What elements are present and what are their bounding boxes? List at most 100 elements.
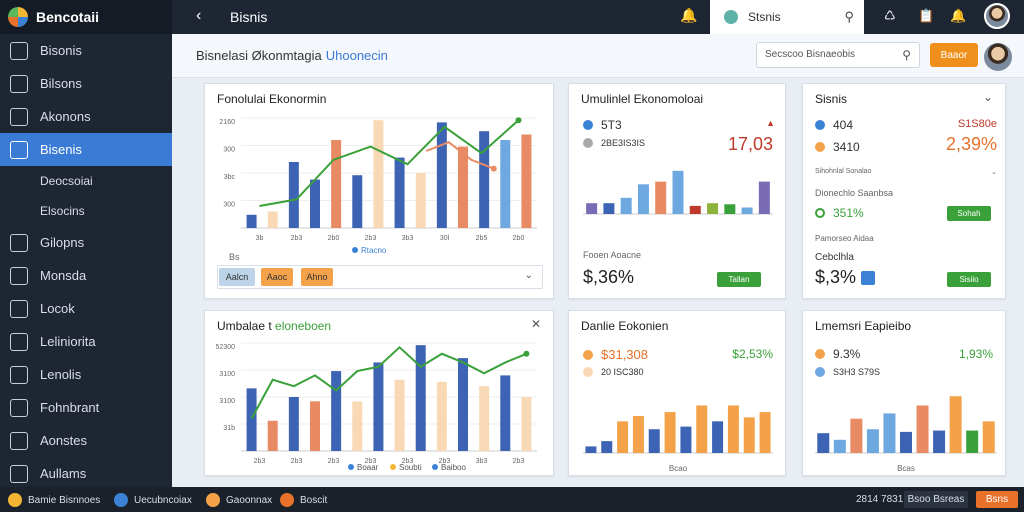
bar — [817, 433, 830, 453]
top-bar: ‹ Bisnis 🔔 Stsnis ⚲ ♺ 📋 🔔 — [172, 0, 1024, 34]
sidebar-item-12[interactable]: Fohnbrant — [0, 391, 172, 424]
card-title: Sisnis — [815, 92, 848, 106]
alert-icon[interactable]: 🔔 — [950, 8, 967, 23]
sidebar-item-1[interactable]: Bisonis — [0, 34, 172, 67]
sidebar-item-3[interactable]: Akonons — [0, 100, 172, 133]
sidebar-item-10[interactable]: Leliniorita — [0, 325, 172, 358]
y-tick-label: 300 — [223, 202, 235, 209]
x-tick-label: 2b3 — [439, 458, 451, 465]
sidebar-item-11[interactable]: Lenolis — [0, 358, 172, 391]
chevron-down-icon[interactable]: ⌄ — [982, 90, 993, 104]
filter-button-1[interactable]: Aalcn — [219, 268, 255, 286]
status-item-4[interactable]: Boscit — [280, 493, 327, 507]
search-icon[interactable]: ⚲ — [902, 48, 911, 62]
filter-button-3[interactable]: Ahno — [301, 268, 333, 286]
status-button[interactable]: Bsns — [976, 491, 1018, 508]
sidebar-item-9[interactable]: Locok — [0, 292, 172, 325]
bar — [394, 157, 405, 228]
avatar[interactable] — [984, 3, 1010, 29]
filter-button-2[interactable]: Aaoc — [261, 268, 293, 286]
status-section[interactable]: Bsoo Bsreas — [904, 491, 968, 508]
sidebar-item-8[interactable]: Monsda — [0, 259, 172, 292]
info-icon — [583, 120, 593, 130]
label-1: Sihohnlal Sonalao — [815, 168, 872, 175]
x-tick-label: 30l — [440, 235, 450, 242]
warning-icon — [815, 142, 825, 152]
bar — [727, 405, 739, 453]
bar — [288, 397, 299, 451]
sidebar-item-2[interactable]: Bilsons — [0, 67, 172, 100]
crown-icon — [815, 349, 825, 359]
sidebar-item-7[interactable]: Gilopns — [0, 226, 172, 259]
sidebar-item-4[interactable]: Bisenis — [0, 133, 172, 166]
share-icon[interactable]: ♺ — [884, 8, 896, 23]
close-icon[interactable]: ✕ — [530, 317, 541, 331]
legend-label: Bcao — [669, 464, 688, 473]
x-tick-label: 3b3 — [402, 235, 414, 242]
card-kpi-bars: Umulinlel Ekonomoloai 5T3 2BE3IS3IS ▲ 17… — [568, 83, 786, 299]
primary-button[interactable]: Baaor — [930, 43, 978, 67]
bar — [655, 181, 667, 214]
bar — [331, 371, 342, 451]
sidebar-item-13[interactable]: Aonstes — [0, 424, 172, 457]
bar-line-chart: 52300 3100 3100 31b 2b3 2b3 2b3 2b3 2b3 2b3 3b3 2b3… — [216, 342, 537, 472]
bar — [288, 162, 299, 228]
image-icon — [10, 233, 28, 252]
user-avatar[interactable] — [984, 43, 1012, 71]
tab-label: Stsnis — [748, 10, 781, 24]
notification-icon[interactable]: 🔔 — [680, 7, 698, 23]
search-icon[interactable]: ⚲ — [844, 9, 854, 24]
tab-active[interactable]: Stsnis ⚲ — [710, 0, 864, 34]
dropdown-chevron-icon[interactable]: ⌄ — [524, 270, 533, 281]
logo-icon — [8, 7, 28, 27]
legend-marker — [390, 464, 396, 470]
bar — [479, 131, 490, 228]
circle-icon — [583, 367, 593, 377]
series-line-green-point — [515, 117, 522, 124]
status-item-2[interactable]: Uecubncoiax — [114, 493, 192, 507]
action-button[interactable]: Tallan — [717, 272, 761, 287]
kpi-1: $31,308 — [583, 347, 648, 362]
card-title: Fonolulai Ekonormin — [217, 92, 327, 106]
back-arrow-icon[interactable]: ‹ — [196, 7, 202, 24]
green-button-2[interactable]: Sisiio — [947, 272, 991, 287]
bar — [436, 122, 447, 228]
kpi-1: 404 — [815, 118, 853, 132]
bar — [850, 418, 863, 453]
sidebar-nav: Bisonis Bilsons Akonons Bisenis Deocsoiai Els… — [0, 34, 172, 490]
status-item-3[interactable]: Gaoonnax — [206, 493, 272, 507]
series-line-green — [250, 345, 527, 420]
card-title: Umbalae t eloneboen — [217, 319, 331, 333]
info-icon — [861, 271, 876, 286]
sidebar-item-14[interactable]: Aullams — [0, 457, 172, 490]
kpi-2: 3410 — [815, 140, 860, 154]
kpi-2: 2BE3IS3IS — [583, 138, 645, 148]
bar — [436, 381, 447, 451]
sidebar-item-label: Aullams — [40, 466, 87, 481]
bar — [680, 426, 692, 453]
clipboard-icon[interactable]: 📋 — [918, 8, 935, 23]
bar — [648, 429, 660, 453]
bar — [373, 362, 384, 451]
bar — [933, 430, 946, 453]
sidebar-item-label: Akonons — [40, 109, 91, 124]
chart-line-icon — [10, 266, 28, 285]
green-button-1[interactable]: Sohah — [947, 206, 991, 221]
sidebar-item-5[interactable]: Deocsoiai — [0, 166, 172, 196]
search-input[interactable]: Secscoo Bisnaeobis ⚲ — [756, 42, 920, 68]
circle-icon — [280, 493, 294, 507]
card-title-text: Umbalae t — [217, 319, 272, 333]
series-line-green-point — [523, 350, 530, 357]
bar — [521, 397, 532, 451]
share-icon — [815, 120, 825, 130]
bar — [724, 204, 736, 214]
sidebar-item-label: Fohnbrant — [40, 400, 100, 415]
kpi-1-value: 9.3% — [833, 347, 861, 361]
chevron-icon[interactable]: ⌄ — [991, 169, 997, 176]
app-logo[interactable]: Bencotaii — [0, 0, 172, 34]
bar — [415, 345, 426, 451]
bar — [500, 375, 511, 451]
user-icon — [114, 493, 128, 507]
sidebar-item-6[interactable]: Elsocins — [0, 196, 172, 226]
status-item-1[interactable]: Bamie Bisnnoes — [8, 493, 100, 507]
